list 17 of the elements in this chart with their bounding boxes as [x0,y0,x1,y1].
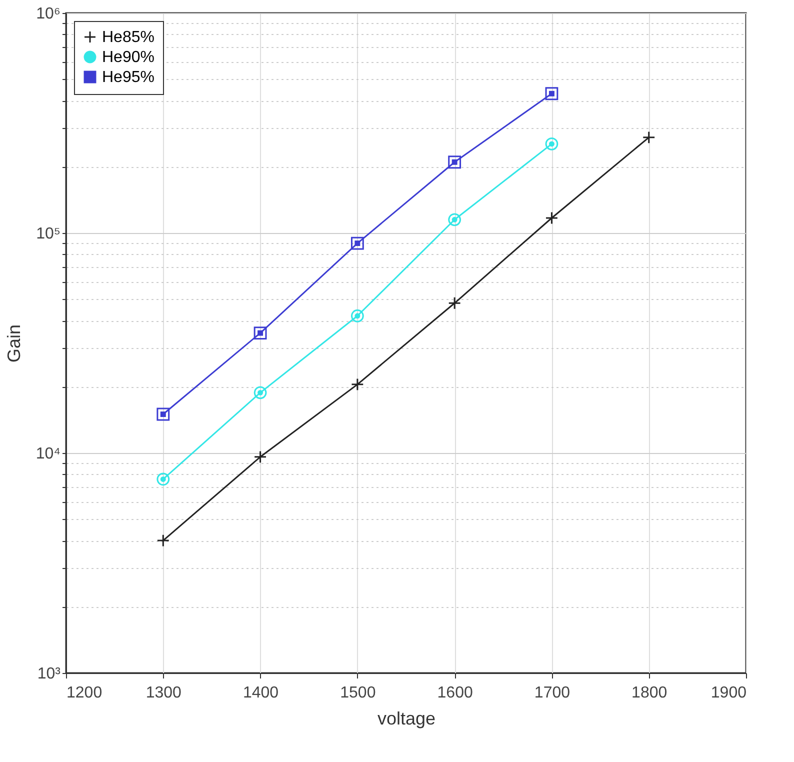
x-tick-label: 1500 [340,684,376,702]
x-tick-label: 1600 [437,684,473,702]
x-tick-label: 1400 [242,684,279,702]
y-axis-title: Gain [4,324,24,363]
y-tick-label: 10⁴ [36,446,61,462]
y-tick-label: 10⁵ [36,226,60,242]
x-tick-label: 1800 [632,684,668,702]
x-tick-label: 1200 [66,684,102,702]
x-tick-label: 1900 [710,684,747,702]
legend-label: He95% [102,69,154,86]
y-tick-label: 10⁶ [36,6,60,22]
legend-label: He85% [102,29,154,46]
x-tick-label: 1700 [534,684,570,702]
x-axis-title: voltage [377,708,436,728]
legend-label: He90% [102,49,154,66]
y-tick-label: 10³ [37,666,62,682]
x-tick-label: 1300 [146,684,182,702]
